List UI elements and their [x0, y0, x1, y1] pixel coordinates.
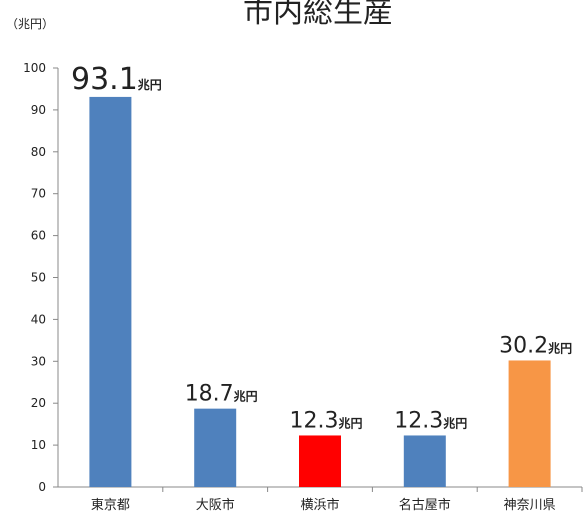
data-label: 30.2兆円: [499, 333, 572, 358]
chart-title: 市内総生産: [243, 0, 393, 30]
y-tick-label: 30: [31, 354, 46, 368]
y-tick-label: 60: [31, 229, 46, 243]
x-tick-labels: 東京都 大阪市 横浜市 名古屋市 神奈川県: [91, 487, 583, 513]
bar: [194, 408, 237, 487]
y-tick-label: 70: [31, 187, 46, 201]
x-tick-label: 神奈川県: [504, 498, 556, 513]
bar: [89, 96, 132, 487]
y-tick-label: 40: [31, 312, 46, 326]
y-tick-label: 90: [31, 103, 46, 117]
bars: 93.1兆円 18.7兆円 12.3兆円 12.3兆円 30.2兆円: [71, 62, 572, 487]
y-tick-label: 100: [23, 61, 46, 75]
y-tick-label: 10: [31, 438, 46, 452]
data-label: 12.3兆円: [394, 408, 467, 433]
x-tick-label: 大阪市: [196, 497, 235, 513]
data-label: 12.3兆円: [290, 408, 363, 433]
bar: [403, 435, 446, 487]
y-tick-label: 50: [31, 271, 46, 285]
y-tick-label: 20: [31, 396, 46, 410]
x-tick-label: 東京都: [91, 497, 130, 513]
y-tick-label: 80: [31, 145, 46, 159]
y-axis-label: （兆円）: [6, 17, 54, 31]
bar: [299, 435, 341, 487]
x-tick-label: 名古屋市: [399, 497, 451, 513]
data-label: 93.1兆円: [71, 62, 162, 97]
y-tick-label: 0: [38, 480, 46, 494]
y-ticks: 0 10 20 30 40 50 60 70 80 90 100: [23, 61, 58, 494]
bar: [508, 360, 551, 487]
x-tick-label: 横浜市: [300, 497, 339, 513]
data-label: 18.7兆円: [185, 382, 258, 407]
